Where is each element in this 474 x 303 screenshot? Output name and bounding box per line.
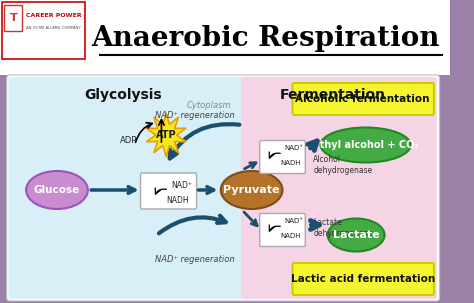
Text: NAD⁺ regeneration: NAD⁺ regeneration <box>155 255 235 265</box>
Text: NAD⁺: NAD⁺ <box>285 218 304 224</box>
Text: T: T <box>9 13 17 23</box>
Text: NADH: NADH <box>280 233 301 239</box>
Text: Anaerobic Respiration: Anaerobic Respiration <box>91 25 440 52</box>
FancyBboxPatch shape <box>292 263 434 295</box>
Text: NAD⁺: NAD⁺ <box>285 145 304 151</box>
Text: Lactate
dehydrogenase: Lactate dehydrogenase <box>313 218 373 238</box>
FancyBboxPatch shape <box>4 5 22 31</box>
Text: Lactate: Lactate <box>333 230 379 240</box>
FancyBboxPatch shape <box>292 83 434 115</box>
Text: Pyruvate: Pyruvate <box>223 185 280 195</box>
Text: ATP: ATP <box>156 130 176 140</box>
Text: Lactic acid fermentation: Lactic acid fermentation <box>291 274 435 284</box>
FancyBboxPatch shape <box>2 2 84 59</box>
FancyBboxPatch shape <box>0 0 450 75</box>
Text: Alcohol
dehydrogenase: Alcohol dehydrogenase <box>313 155 373 175</box>
Text: Alcoholic fermentation: Alcoholic fermentation <box>295 94 430 104</box>
Text: Ethyl alcohol + CO₂: Ethyl alcohol + CO₂ <box>313 140 419 150</box>
Text: Glucose: Glucose <box>34 185 80 195</box>
FancyBboxPatch shape <box>241 77 437 299</box>
Text: NAD⁺: NAD⁺ <box>171 181 192 189</box>
Text: CAREER POWER: CAREER POWER <box>26 12 81 18</box>
Ellipse shape <box>320 128 410 162</box>
Text: AN IIT/IIM ALUMNI COMPANY: AN IIT/IIM ALUMNI COMPANY <box>26 26 81 30</box>
Text: Fermentation: Fermentation <box>279 88 385 102</box>
FancyBboxPatch shape <box>260 141 305 174</box>
Ellipse shape <box>328 218 384 251</box>
Ellipse shape <box>221 171 283 209</box>
Polygon shape <box>146 113 186 157</box>
FancyBboxPatch shape <box>7 75 440 301</box>
Ellipse shape <box>26 171 88 209</box>
Text: NAD⁺ regeneration: NAD⁺ regeneration <box>155 111 235 119</box>
FancyBboxPatch shape <box>140 173 197 209</box>
FancyBboxPatch shape <box>260 214 305 247</box>
Text: ADP: ADP <box>119 135 137 145</box>
Text: NADH: NADH <box>280 160 301 166</box>
FancyBboxPatch shape <box>9 77 245 299</box>
Text: NADH: NADH <box>166 195 189 205</box>
Text: Cytoplasm: Cytoplasm <box>187 101 231 109</box>
Text: Glycolysis: Glycolysis <box>85 88 162 102</box>
